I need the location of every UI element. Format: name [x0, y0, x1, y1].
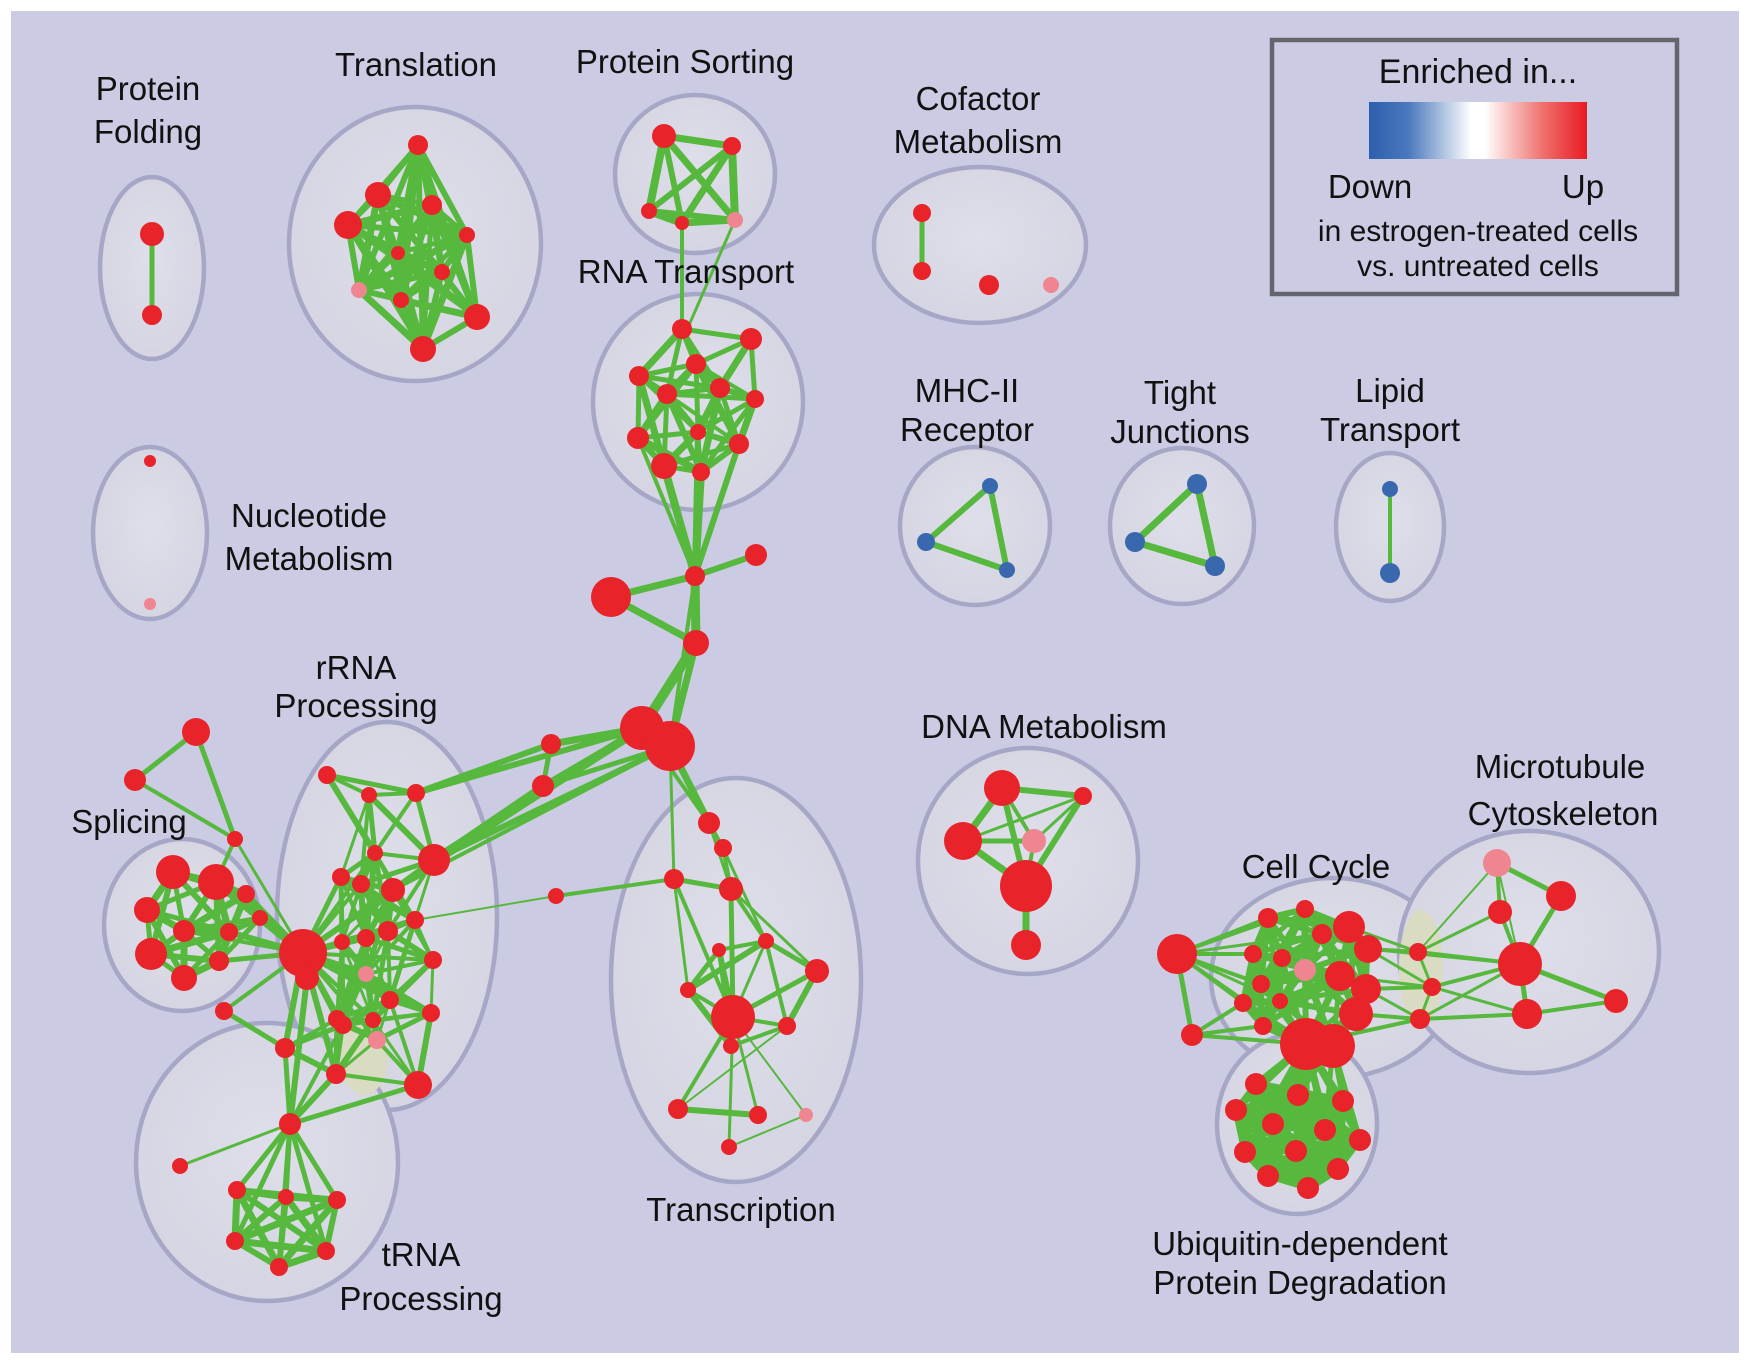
svg-text:tRNA: tRNA: [382, 1236, 461, 1273]
svg-text:Cofactor: Cofactor: [916, 80, 1041, 117]
svg-text:Junctions: Junctions: [1110, 413, 1249, 450]
svg-text:vs. untreated cells: vs. untreated cells: [1357, 250, 1599, 283]
svg-text:MHC-II: MHC-II: [915, 372, 1019, 409]
svg-text:Processing: Processing: [274, 687, 437, 724]
svg-text:in estrogen-treated cells: in estrogen-treated cells: [1318, 215, 1638, 248]
svg-text:Ubiquitin-dependent: Ubiquitin-dependent: [1152, 1225, 1447, 1262]
svg-text:Enriched in...: Enriched in...: [1379, 53, 1577, 91]
svg-text:Transcription: Transcription: [646, 1191, 836, 1228]
svg-text:Up: Up: [1562, 168, 1604, 205]
svg-text:rRNA: rRNA: [316, 649, 397, 686]
svg-text:Splicing: Splicing: [71, 803, 187, 840]
svg-text:Folding: Folding: [94, 113, 202, 150]
svg-text:Protein: Protein: [96, 70, 201, 107]
svg-text:Nucleotide: Nucleotide: [231, 497, 387, 534]
svg-text:Protein Degradation: Protein Degradation: [1153, 1264, 1447, 1301]
svg-text:Cytoskeleton: Cytoskeleton: [1468, 795, 1659, 832]
svg-text:RNA Transport: RNA Transport: [578, 253, 794, 290]
svg-text:Processing: Processing: [339, 1280, 502, 1317]
svg-text:Receptor: Receptor: [900, 411, 1034, 448]
svg-text:Translation: Translation: [335, 46, 497, 83]
svg-text:Metabolism: Metabolism: [225, 540, 394, 577]
svg-text:Tight: Tight: [1144, 374, 1216, 411]
svg-text:DNA Metabolism: DNA Metabolism: [921, 708, 1167, 745]
svg-text:Metabolism: Metabolism: [894, 123, 1063, 160]
svg-text:Cell Cycle: Cell Cycle: [1242, 848, 1391, 885]
svg-text:Protein Sorting: Protein Sorting: [576, 43, 794, 80]
svg-text:Down: Down: [1328, 168, 1412, 205]
svg-text:Lipid: Lipid: [1355, 372, 1425, 409]
svg-text:Transport: Transport: [1320, 411, 1460, 448]
svg-text:Microtubule: Microtubule: [1475, 748, 1646, 785]
